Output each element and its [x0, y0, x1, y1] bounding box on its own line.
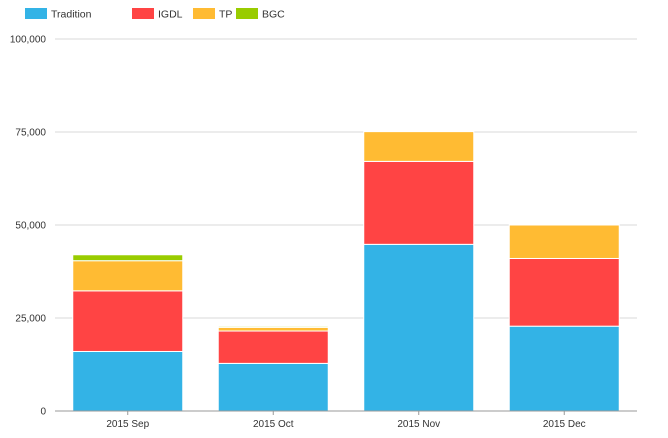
- y-axis: 0 25,000 50,000 75,000 100,000: [10, 35, 47, 418]
- bar-segment-tp: [72, 260, 184, 292]
- x-tick-label: 2015 Sep: [106, 419, 149, 430]
- y-tick-label: 75,000: [15, 128, 46, 139]
- x-tick-label: 2015 Nov: [397, 419, 440, 430]
- legend-swatch-igdl: [132, 8, 154, 19]
- bar-segment-tradition: [217, 362, 329, 412]
- bar-segment-igdl: [217, 330, 329, 364]
- bar-segment-igdl: [72, 290, 184, 352]
- bar-segment-tp: [217, 326, 329, 332]
- y-tick-label: 50,000: [15, 221, 46, 232]
- x-tick-label: 2015 Dec: [543, 419, 586, 430]
- bar-segment-igdl: [363, 160, 475, 245]
- bar-segment-igdl: [508, 257, 620, 327]
- bar-segment-tradition: [508, 325, 620, 412]
- bar-segment-tp: [508, 224, 620, 259]
- legend-swatch-tp: [193, 8, 215, 19]
- x-tick-label: 2015 Oct: [253, 419, 294, 430]
- chart-legend: Tradition IGDL TP BGC: [25, 8, 285, 21]
- bar-segment-bgc: [217, 325, 329, 328]
- legend-label-tradition: Tradition: [51, 9, 92, 21]
- legend-swatch-bgc: [236, 8, 258, 19]
- legend-label-bgc: BGC: [262, 9, 285, 21]
- bar-segment-tp: [363, 131, 475, 162]
- y-tick-label: 0: [40, 407, 46, 418]
- y-tick-label: 100,000: [10, 35, 47, 46]
- x-axis: 2015 Sep 2015 Oct 2015 Nov 2015 Dec: [55, 410, 637, 430]
- bar-segment-tradition: [72, 350, 184, 412]
- bar-stacks: [72, 131, 620, 412]
- bar-segment-tradition: [363, 243, 475, 412]
- bar-segment-bgc: [72, 254, 184, 262]
- y-tick-label: 25,000: [15, 314, 46, 325]
- legend-label-igdl: IGDL: [158, 9, 183, 21]
- legend-swatch-tradition: [25, 8, 47, 19]
- legend-label-tp: TP: [219, 9, 232, 21]
